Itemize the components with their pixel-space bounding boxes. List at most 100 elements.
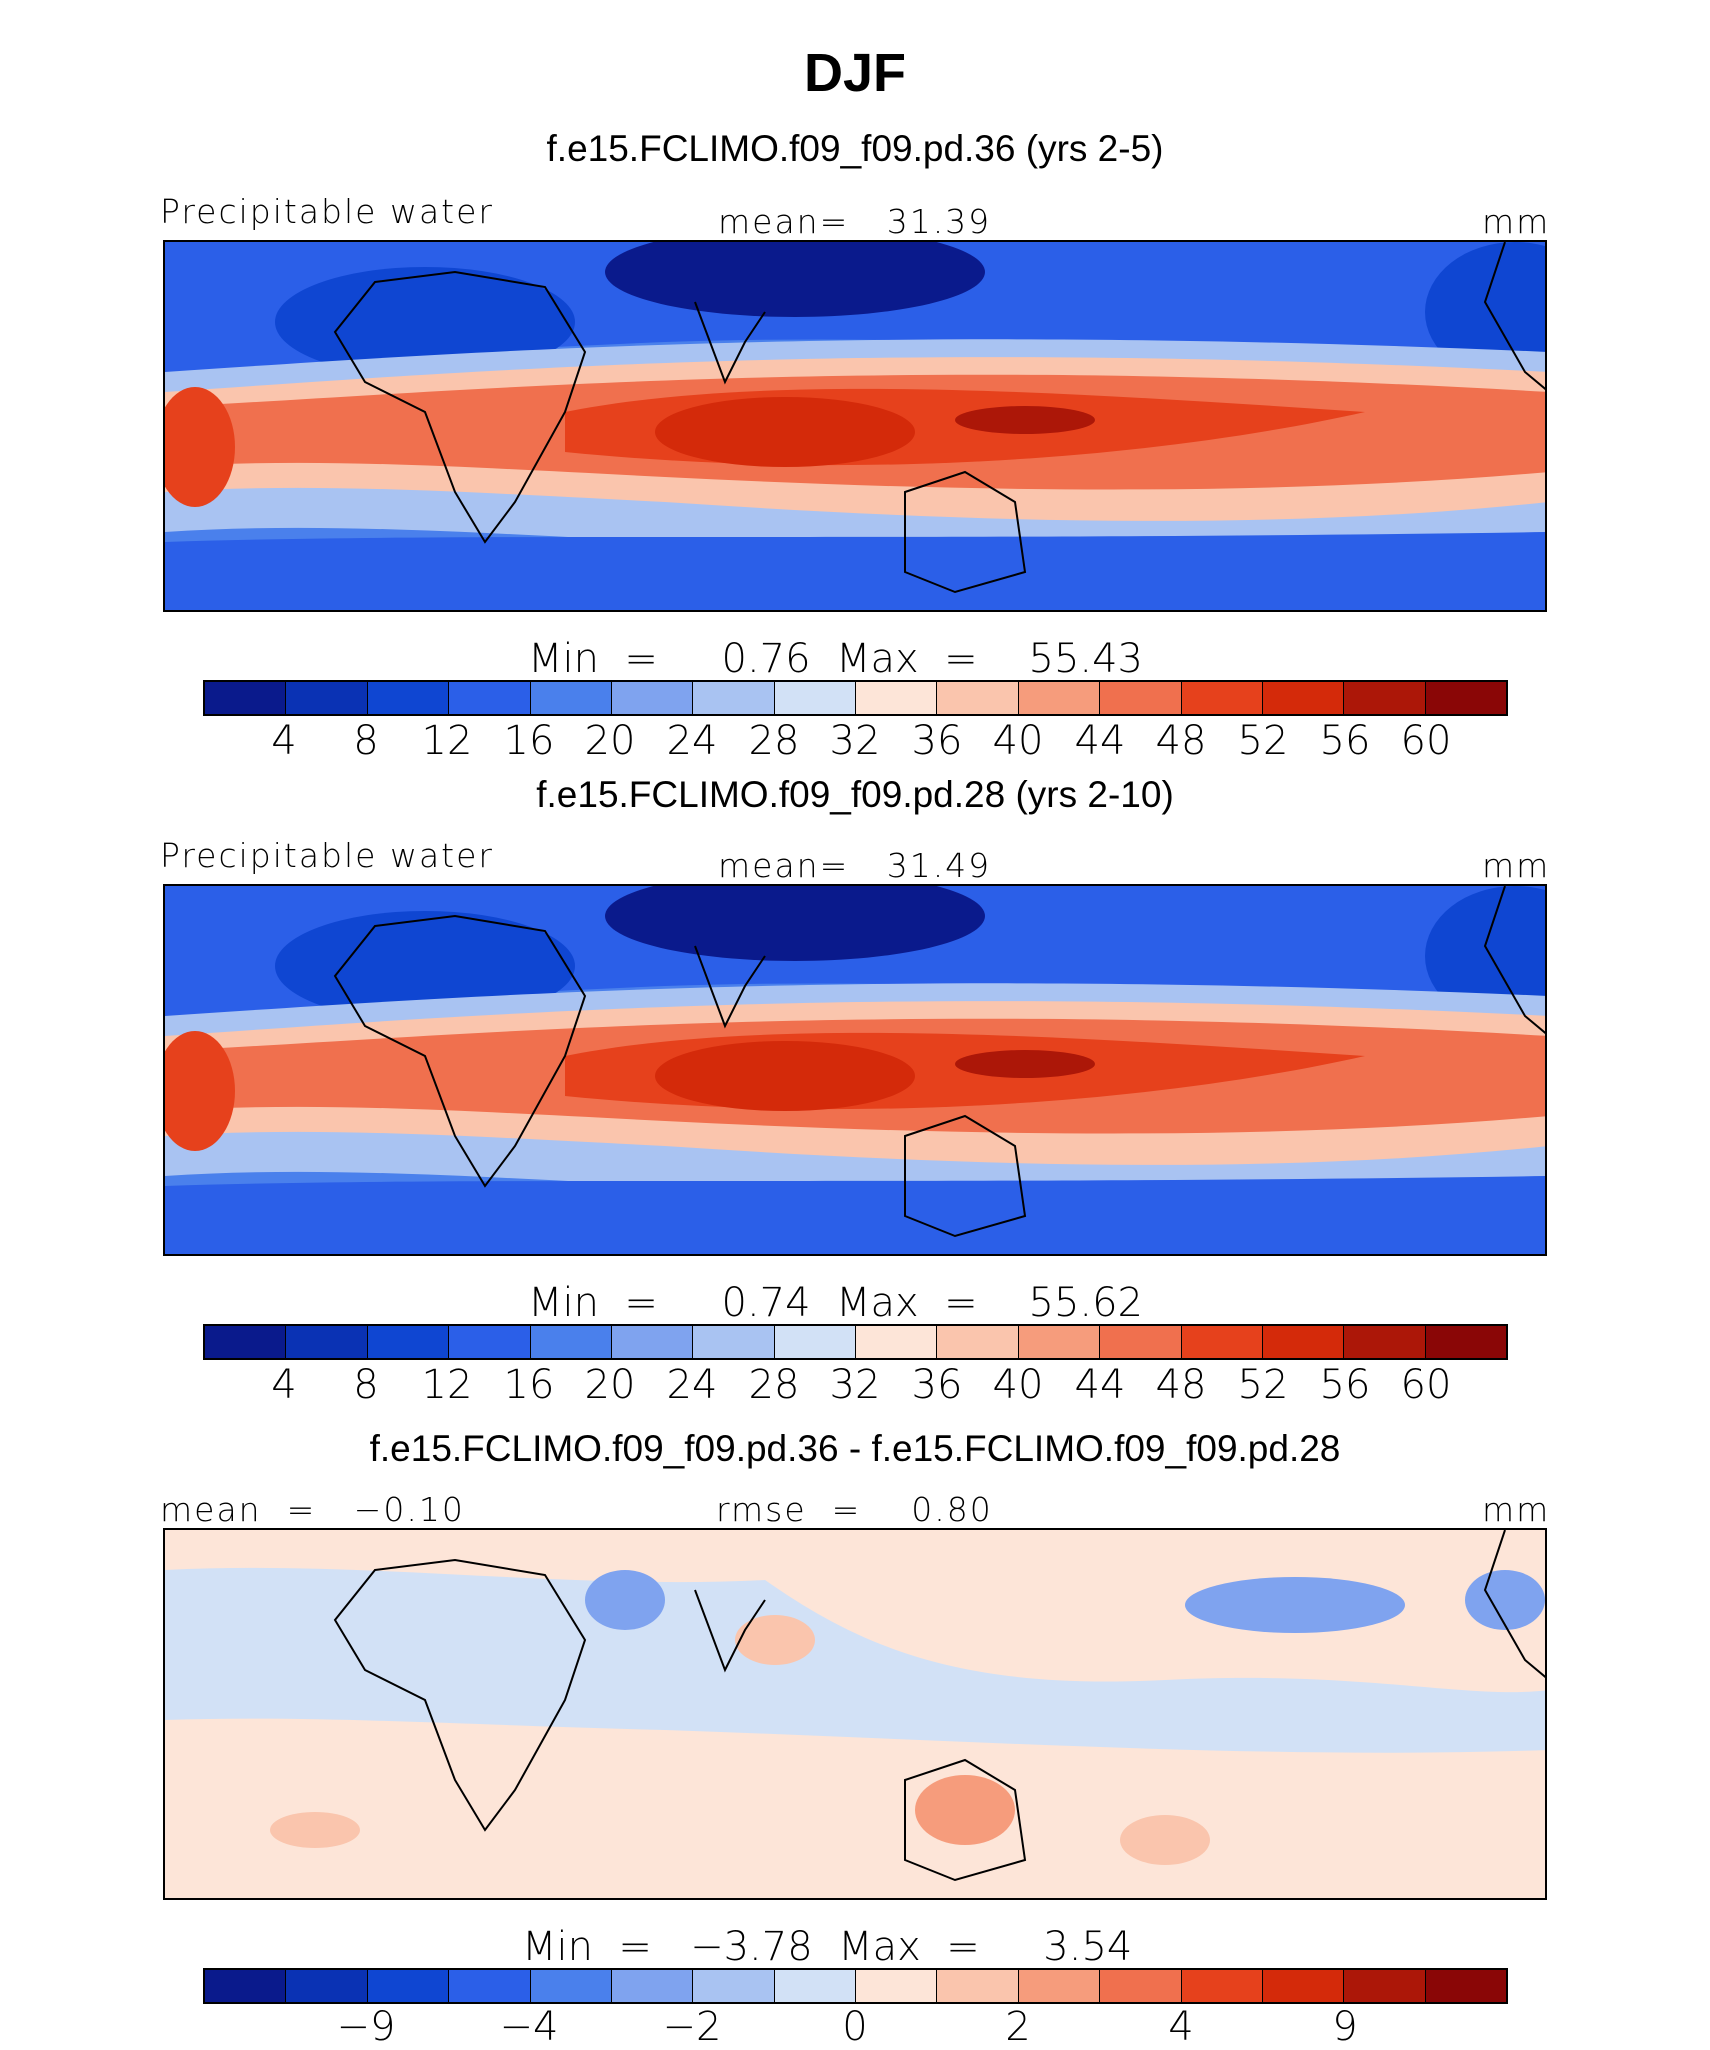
colorbar-swatch <box>1262 1970 1345 2002</box>
colorbar-swatch <box>1100 682 1182 714</box>
colorbar-swatch <box>367 682 450 714</box>
panel-1-map <box>163 240 1547 612</box>
colorbar-swatch <box>1181 1326 1263 1358</box>
colorbar-swatch <box>1425 1970 1506 2002</box>
panel-2-tick: 36 <box>911 1362 963 1408</box>
colorbar-swatch <box>611 1970 694 2002</box>
colorbar-swatch <box>205 1970 287 2002</box>
colorbar-swatch <box>1344 1326 1426 1358</box>
panel-1-tick: 60 <box>1400 718 1452 764</box>
panel-1-tick: 44 <box>1074 718 1126 764</box>
colorbar-swatch <box>1181 1970 1263 2002</box>
panel-3-tick: 9 <box>1332 2004 1358 2050</box>
colorbar-swatch <box>449 1970 531 2002</box>
colorbar-swatch <box>693 1326 775 1358</box>
panel-1-colorbar-ticks: 4 8 12 16 20 24 28 32 36 40 44 48 52 56 … <box>0 718 1710 768</box>
colorbar-swatch <box>1344 1970 1426 2002</box>
colorbar-swatch <box>449 1326 531 1358</box>
panel-1-minmax: Min = 0.76 Max = 55.43 <box>528 636 1143 682</box>
panel-3-tick: 4 <box>1168 2004 1194 2050</box>
panel-2-variable-label: Precipitable water <box>160 836 494 875</box>
panel-3-tick: −4 <box>499 2004 559 2050</box>
colorbar-swatch <box>937 1970 1019 2002</box>
panel-2-tick: 60 <box>1400 1362 1452 1408</box>
colorbar-swatch <box>286 1326 368 1358</box>
panel-2-tick: 12 <box>421 1362 473 1408</box>
colorbar-swatch <box>367 1326 450 1358</box>
panel-1-tick: 36 <box>911 718 963 764</box>
panel-2-tick: 56 <box>1319 1362 1371 1408</box>
colorbar-swatch <box>367 1970 450 2002</box>
panel-1-title: f.e15.FCLIMO.f09_f09.pd.36 (yrs 2-5) <box>546 128 1164 169</box>
colorbar-swatch <box>856 1970 938 2002</box>
panel-3-tick: −9 <box>336 2004 396 2050</box>
colorbar-swatch <box>286 682 368 714</box>
panel-1-tick: 56 <box>1319 718 1371 764</box>
colorbar-swatch <box>774 1970 856 2002</box>
panel-2-tick: 20 <box>584 1362 636 1408</box>
colorbar-swatch <box>205 682 287 714</box>
panel-2-tick: 44 <box>1074 1362 1126 1408</box>
panel-2-title: f.e15.FCLIMO.f09_f09.pd.28 (yrs 2-10) <box>536 774 1174 815</box>
panel-2-colorbar-ticks: 4 8 12 16 20 24 28 32 36 40 44 48 52 56 … <box>0 1362 1710 1412</box>
colorbar-swatch <box>611 1326 694 1358</box>
panel-3-colorbar-ticks: −9 −4 −2 0 2 4 9 <box>0 2004 1710 2050</box>
panel-2-tick: 4 <box>271 1362 297 1408</box>
panel-2-tick: 48 <box>1155 1362 1207 1408</box>
colorbar-swatch <box>205 1326 287 1358</box>
panel-3-units-label: mm <box>1482 1490 1551 1529</box>
panel-2-tick: 8 <box>353 1362 379 1408</box>
panel-1-variable-label: Precipitable water <box>160 192 494 231</box>
panel-1-tick: 40 <box>992 718 1044 764</box>
colorbar-swatch <box>693 682 775 714</box>
colorbar-swatch <box>1018 1326 1101 1358</box>
panel-3-tick: −2 <box>662 2004 722 2050</box>
panel-3-rmse-label: rmse = 0.80 <box>716 1490 993 1529</box>
panel-3-tick: 0 <box>842 2004 868 2050</box>
colorbar-swatch <box>1018 682 1101 714</box>
colorbar-swatch <box>693 1970 775 2002</box>
panel-1-tick: 20 <box>584 718 636 764</box>
panel-1-units-label: mm <box>1482 202 1551 241</box>
colorbar-swatch <box>774 1326 856 1358</box>
colorbar-swatch <box>937 1326 1019 1358</box>
colorbar-swatch <box>449 682 531 714</box>
colorbar-swatch <box>530 682 612 714</box>
panel-1-tick: 28 <box>748 718 800 764</box>
colorbar-swatch <box>530 1326 612 1358</box>
colorbar-swatch <box>1181 682 1263 714</box>
panel-3-map <box>163 1528 1547 1900</box>
colorbar-swatch <box>1262 1326 1345 1358</box>
colorbar-swatch <box>856 1326 938 1358</box>
panel-1-colorbar <box>203 680 1508 716</box>
panel-3-minmax: Min = −3.78 Max = 3.54 <box>522 1924 1133 1970</box>
panel-1-tick: 12 <box>421 718 473 764</box>
panel-3-colorbar <box>203 1968 1508 2004</box>
panel-2-tick: 32 <box>829 1362 881 1408</box>
panel-3-title: f.e15.FCLIMO.f09_f09.pd.36 - f.e15.FCLIM… <box>369 1428 1341 1469</box>
colorbar-swatch <box>1344 682 1426 714</box>
figure-title: DJF <box>803 43 906 103</box>
panel-1-tick: 16 <box>503 718 555 764</box>
colorbar-swatch <box>1425 1326 1506 1358</box>
panel-1-tick: 52 <box>1237 718 1289 764</box>
panel-2-tick: 16 <box>503 1362 555 1408</box>
colorbar-swatch <box>1262 682 1345 714</box>
panel-3-mean-label: mean = −0.10 <box>160 1490 465 1529</box>
panel-2-mean-label: mean= 31.49 <box>718 846 992 885</box>
colorbar-swatch <box>1425 682 1506 714</box>
panel-1-tick: 48 <box>1155 718 1207 764</box>
panel-2-tick: 24 <box>666 1362 718 1408</box>
panel-2-colorbar <box>203 1324 1508 1360</box>
colorbar-swatch <box>937 682 1019 714</box>
panel-2-tick: 28 <box>748 1362 800 1408</box>
colorbar-swatch <box>856 682 938 714</box>
panel-2-tick: 40 <box>992 1362 1044 1408</box>
colorbar-swatch <box>286 1970 368 2002</box>
panel-2-minmax: Min = 0.74 Max = 55.62 <box>528 1280 1143 1326</box>
panel-2-map <box>163 884 1547 1256</box>
panel-2-units-label: mm <box>1482 846 1551 885</box>
panel-2-tick: 52 <box>1237 1362 1289 1408</box>
panel-1-tick: 32 <box>829 718 881 764</box>
colorbar-swatch <box>1018 1970 1101 2002</box>
